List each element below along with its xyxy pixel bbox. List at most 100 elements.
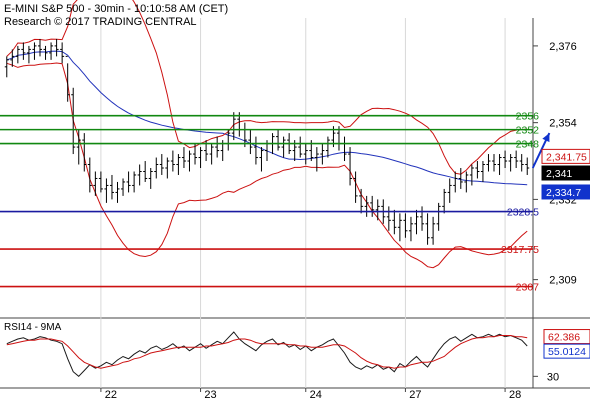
level-label: 2352 <box>516 125 540 137</box>
price-bar <box>26 45 31 64</box>
price-bar <box>325 136 330 158</box>
price-bar <box>447 178 452 203</box>
price-bar <box>10 49 15 67</box>
price-bar <box>303 143 308 165</box>
price-bar <box>486 154 491 172</box>
price-bar <box>392 209 397 235</box>
price-bar <box>82 133 87 172</box>
level-label: 2317.75 <box>501 244 539 256</box>
price-bar <box>420 206 425 231</box>
x-tick-label: 22 <box>105 389 117 400</box>
price-bar <box>65 55 70 102</box>
rsi-title: RSI14 - 9MA <box>4 322 62 333</box>
y-tick-label: 2,376 <box>549 41 577 53</box>
price-bar <box>253 136 258 165</box>
price-panel: 2356 2352 2348 2328.5 2317.75 2307 <box>0 0 551 388</box>
price-bar <box>375 199 380 221</box>
price-bar <box>248 129 253 155</box>
price-bar <box>298 136 303 158</box>
price-bar <box>159 154 164 175</box>
price-bar <box>525 157 530 175</box>
price-bar <box>54 38 59 57</box>
price-bar <box>137 164 142 186</box>
x-tick-label: 23 <box>204 389 216 400</box>
rsi-value-tag: 62.386 <box>543 329 590 345</box>
price-bar <box>353 171 358 203</box>
price-bar <box>425 213 430 245</box>
price-bar <box>93 171 98 196</box>
price-tag: 2,341 <box>541 165 590 181</box>
price-bar <box>464 171 469 193</box>
lower-band-line <box>6 62 528 269</box>
price-tag: 2,341.75 <box>541 148 590 164</box>
price-bar <box>469 164 474 186</box>
price-bar <box>503 150 508 168</box>
price-bar <box>109 174 114 200</box>
price-bar <box>514 150 519 168</box>
price-bar <box>320 143 325 165</box>
arrow-head-icon <box>542 133 550 143</box>
price-tag-label: 2,341.75 <box>546 151 587 163</box>
price-bar <box>458 168 463 189</box>
rsi-panel <box>6 331 528 377</box>
price-bar <box>187 150 192 172</box>
price-bar <box>21 42 26 60</box>
price-bar <box>37 38 42 57</box>
price-bar <box>453 171 458 193</box>
price-bar <box>359 188 364 214</box>
price-bar <box>386 206 391 231</box>
price-bar <box>198 147 203 168</box>
price-bar <box>15 45 20 64</box>
price-bar <box>397 213 402 242</box>
price-bar <box>143 161 148 182</box>
rsi-tick-label: 30 <box>547 371 559 383</box>
upper-band-line <box>6 0 528 175</box>
price-bar <box>431 216 436 245</box>
y-tick-label: 2,309 <box>549 275 577 287</box>
price-bar <box>475 161 480 179</box>
price-tags: 2,341.75 2,341 2,334.7 62.386 55.0124 <box>541 148 590 359</box>
price-bar <box>165 157 170 179</box>
rsi-series-line <box>6 331 528 377</box>
price-bar <box>231 112 236 141</box>
price-bar <box>87 157 92 193</box>
price-bar <box>104 178 109 203</box>
price-bar <box>121 178 126 196</box>
price-bar <box>76 129 81 165</box>
rsi-value-label: 55.0124 <box>548 346 586 358</box>
level-label: 2328.5 <box>507 207 539 219</box>
price-bar <box>348 147 353 186</box>
price-bar <box>497 154 502 175</box>
price-bar <box>49 42 54 60</box>
price-bar <box>148 168 153 189</box>
price-bar <box>170 150 175 172</box>
price-tag: 2,334.7 <box>541 184 590 200</box>
price-bar <box>364 195 369 217</box>
price-bar <box>442 188 447 214</box>
level-label: 2348 <box>516 139 540 151</box>
price-bar <box>176 154 181 175</box>
price-bar <box>98 171 103 193</box>
price-bar <box>154 157 159 179</box>
chart-title: E-MINI S&P 500 - 30min - 10:10:58 AM (CE… <box>4 3 228 15</box>
price-bar <box>403 213 408 238</box>
price-bar <box>414 209 419 235</box>
price-bar <box>43 45 48 60</box>
price-bar <box>281 136 286 158</box>
rsi-value-label: 62.386 <box>548 332 580 344</box>
price-tag-label: 2,341 <box>546 168 572 180</box>
price-bar <box>209 143 214 165</box>
price-bar <box>408 216 413 242</box>
price-bar <box>480 161 485 182</box>
price-bar <box>259 147 264 172</box>
level-label: 2356 <box>516 111 540 123</box>
price-bar <box>436 202 441 231</box>
price-bar <box>276 129 281 151</box>
y-tick-label: 2,354 <box>549 118 577 130</box>
price-bar <box>314 147 319 172</box>
price-bar <box>181 147 186 168</box>
price-bar <box>215 136 220 158</box>
